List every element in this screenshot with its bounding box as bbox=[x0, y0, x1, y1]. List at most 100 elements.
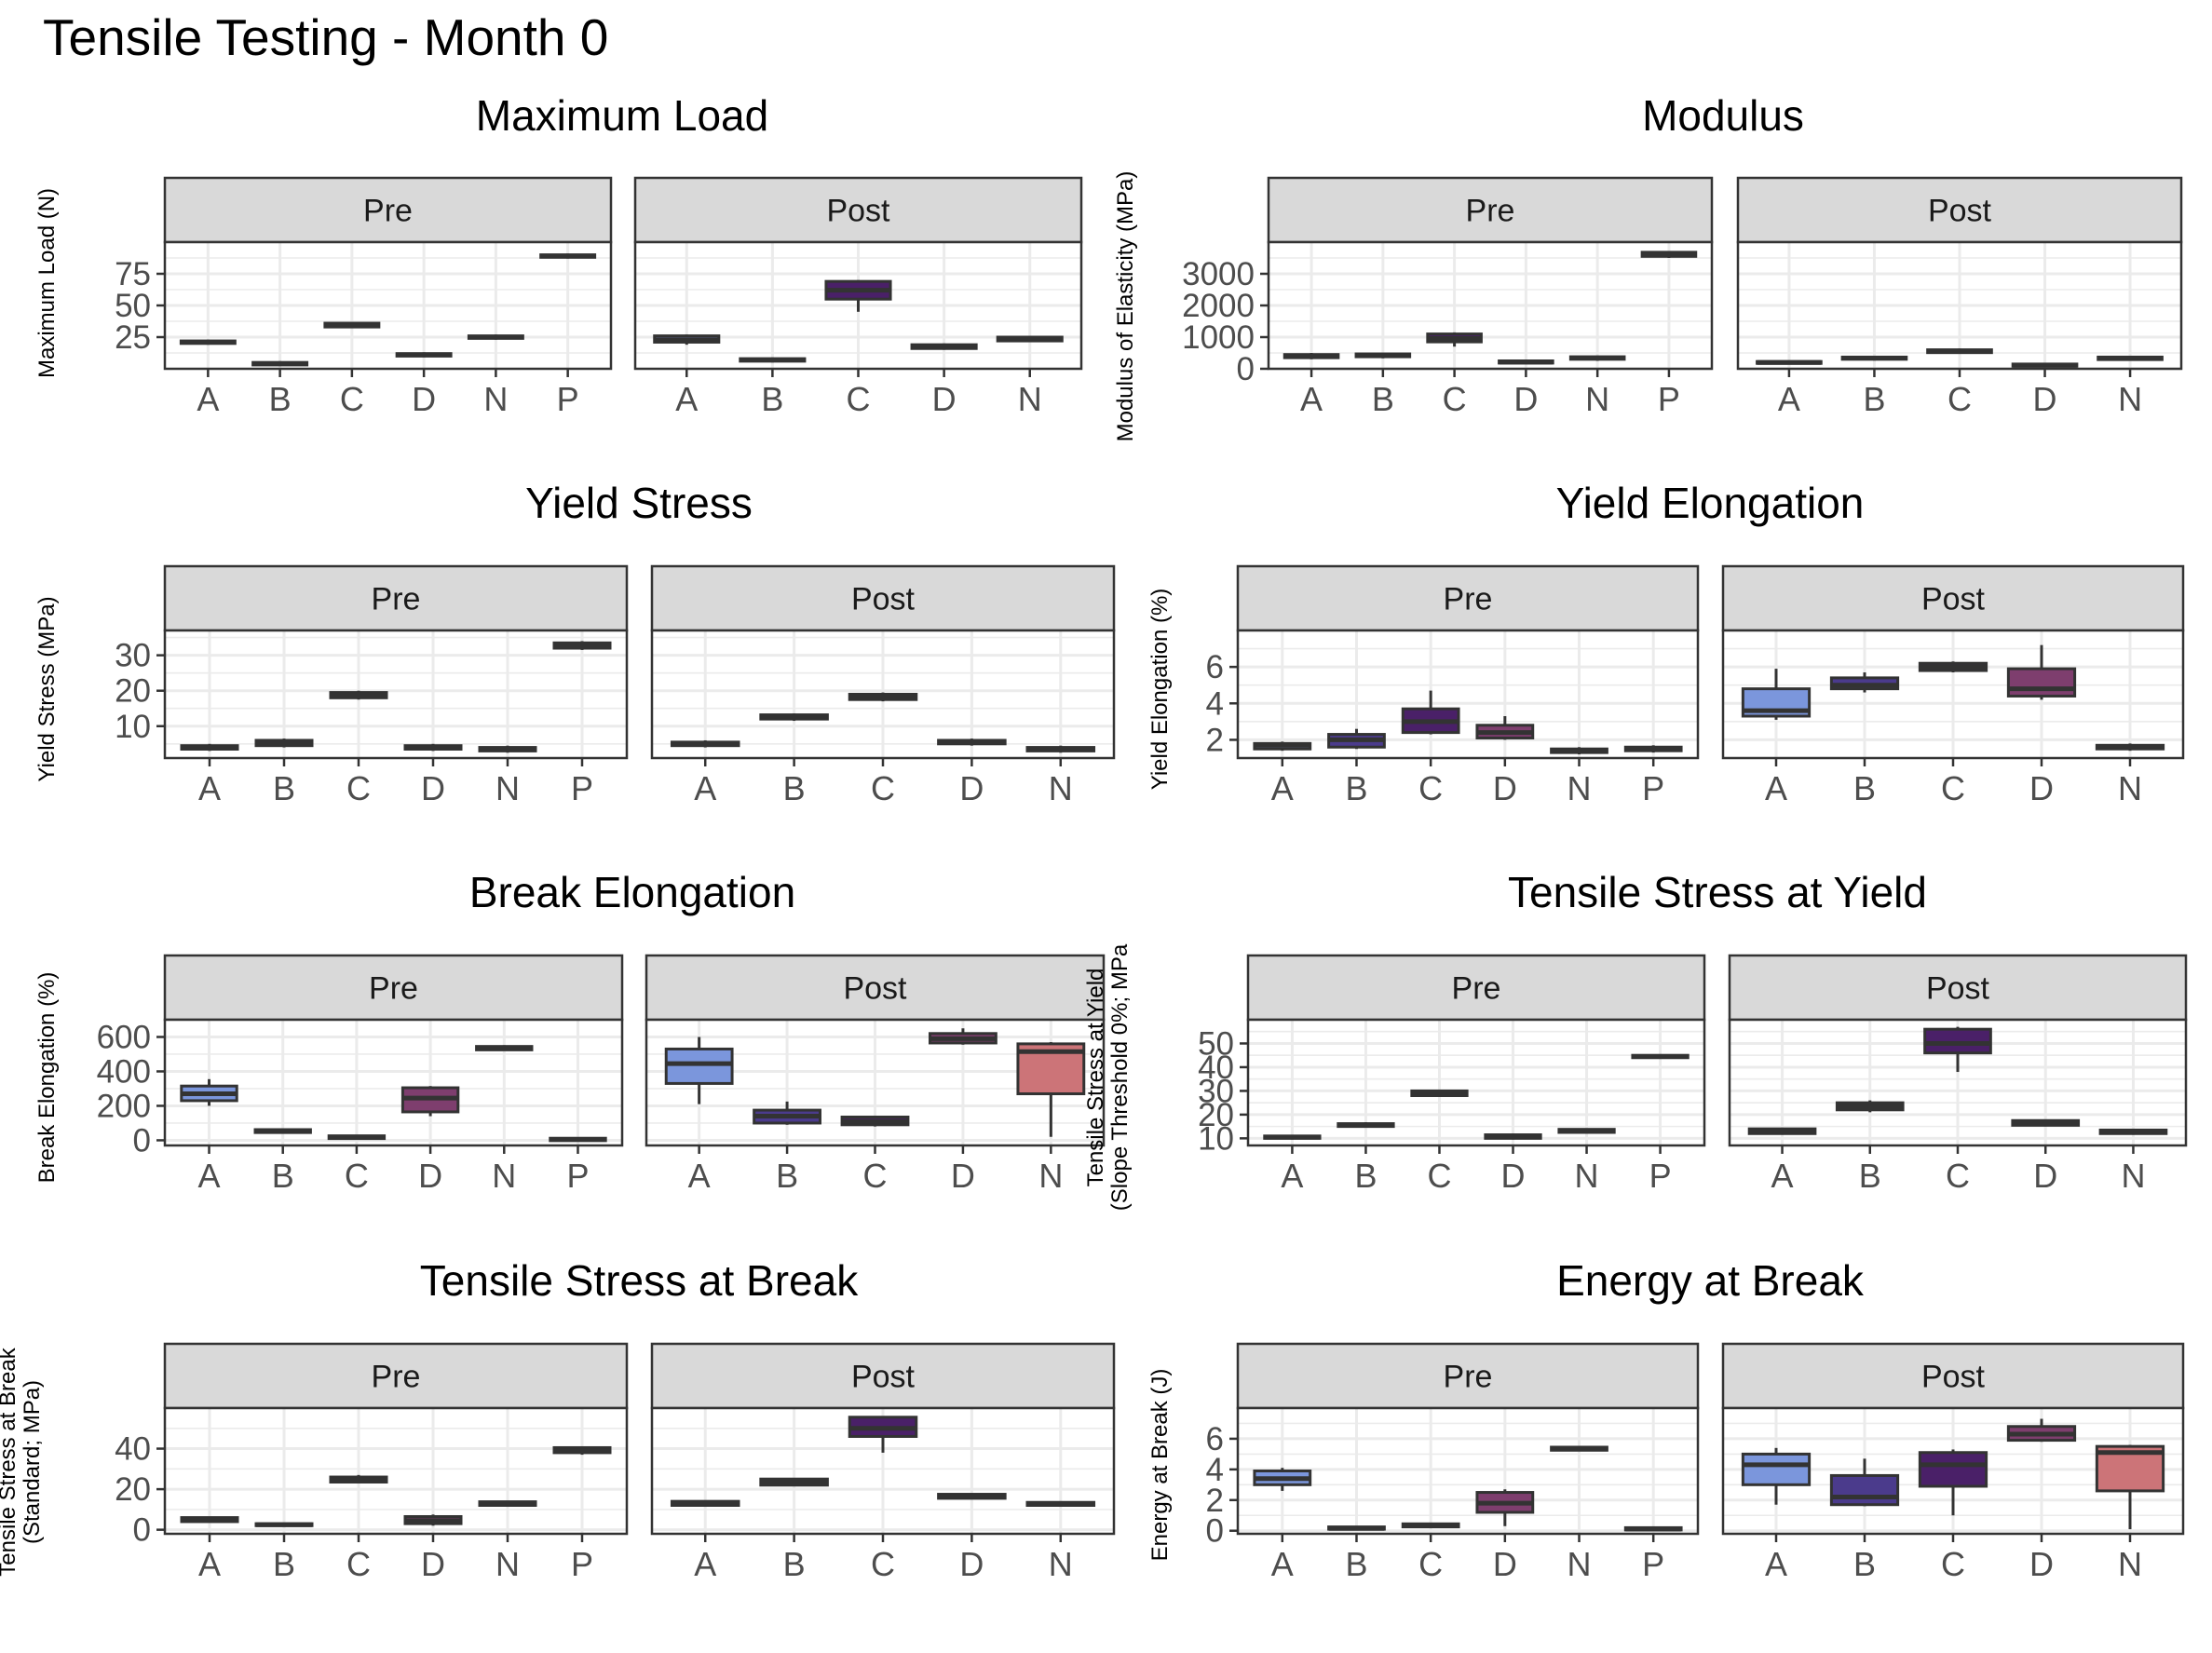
panel-background bbox=[165, 630, 627, 758]
box-P bbox=[549, 1136, 607, 1143]
facet-strip bbox=[1246, 954, 1706, 1022]
facet-label: Pre bbox=[1452, 971, 1501, 1007]
y-axis-label: Tensile Stress at Break(Standard; MPa) bbox=[0, 1347, 45, 1576]
chart-title: Modulus bbox=[1642, 91, 1804, 140]
y-axis-label: Break Elongation (%) bbox=[34, 972, 60, 1184]
x-tick-label: N bbox=[2118, 769, 2142, 807]
panel-background bbox=[165, 1408, 627, 1534]
y-tick-label: 25 bbox=[115, 319, 151, 356]
facet-post: Post A B C D N bbox=[1728, 954, 2188, 1195]
x-tick-label: C bbox=[871, 769, 895, 807]
box-A bbox=[1253, 1468, 1312, 1491]
x-tick-label: D bbox=[1513, 380, 1538, 418]
y-axis-label: Energy at Break (J) bbox=[1147, 1369, 1173, 1562]
box-B bbox=[753, 1101, 821, 1125]
x-tick-label: A bbox=[694, 1545, 716, 1583]
facet-strip bbox=[163, 564, 629, 632]
x-tick-label: D bbox=[421, 1545, 445, 1583]
x-tick-label: B bbox=[272, 1157, 294, 1195]
box-D bbox=[395, 352, 453, 358]
y-axis-label-line: Yield Stress (MPa) bbox=[34, 596, 60, 781]
box-A bbox=[1741, 1447, 1812, 1505]
box-D bbox=[910, 343, 978, 350]
y-tick-label: 1000 bbox=[1182, 319, 1255, 356]
facet-label: Post bbox=[851, 1360, 916, 1395]
box-C bbox=[1410, 1089, 1469, 1098]
x-tick-label: N bbox=[1567, 769, 1592, 807]
x-tick-label: N bbox=[2121, 1157, 2145, 1195]
y-tick-label: 75 bbox=[115, 256, 151, 292]
box-D bbox=[2011, 362, 2079, 368]
y-tick-label: 30 bbox=[115, 638, 151, 674]
box-D bbox=[2011, 1118, 2081, 1127]
x-tick-label: N bbox=[1038, 1157, 1063, 1195]
x-tick-label: D bbox=[1493, 769, 1517, 807]
facet-label: Post bbox=[851, 582, 916, 617]
box-B bbox=[1337, 1122, 1395, 1129]
x-tick-label: B bbox=[273, 769, 295, 807]
x-tick-label: A bbox=[197, 380, 219, 418]
y-tick-label: 20 bbox=[115, 1471, 151, 1508]
box-A bbox=[179, 339, 237, 346]
x-tick-label: A bbox=[694, 769, 716, 807]
box-D bbox=[2006, 1418, 2077, 1443]
x-tick-label: C bbox=[346, 1545, 371, 1583]
x-tick-label: A bbox=[198, 1157, 221, 1195]
box-C bbox=[1926, 348, 1993, 355]
box-C bbox=[329, 1474, 388, 1484]
x-tick-label: B bbox=[1853, 769, 1876, 807]
box-B bbox=[759, 713, 829, 722]
x-tick-label: C bbox=[346, 769, 371, 807]
box-P bbox=[1623, 1525, 1683, 1532]
x-tick-label: C bbox=[1941, 769, 1965, 807]
y-tick-label: 2 bbox=[1206, 722, 1224, 758]
facet-label: Post bbox=[843, 971, 907, 1007]
facet-strip bbox=[650, 564, 1116, 632]
facet-label: Post bbox=[1928, 194, 1992, 229]
x-tick-label: A bbox=[1271, 1545, 1294, 1583]
facet-label: Post bbox=[826, 194, 890, 229]
facet-strip bbox=[1728, 954, 2188, 1022]
facet-label: Pre bbox=[372, 582, 421, 617]
y-tick-label: 30 bbox=[1198, 1073, 1234, 1109]
y-axis-label: Yield Elongation (%) bbox=[1147, 589, 1173, 791]
x-tick-label: A bbox=[1778, 380, 1800, 418]
box-C bbox=[824, 279, 892, 312]
x-tick-label: C bbox=[1947, 380, 1972, 418]
box-A bbox=[664, 1037, 734, 1104]
box-D bbox=[1475, 1489, 1535, 1526]
box-C bbox=[1426, 332, 1483, 347]
facet-post: Post A B C D N bbox=[633, 176, 1083, 418]
x-tick-label: C bbox=[340, 380, 364, 418]
box-A bbox=[1263, 1134, 1322, 1140]
x-tick-label: P bbox=[1658, 380, 1680, 418]
x-tick-label: N bbox=[1585, 380, 1609, 418]
x-tick-label: B bbox=[776, 1157, 798, 1195]
x-tick-label: D bbox=[951, 1157, 975, 1195]
box-B bbox=[1829, 672, 1900, 693]
chart-maximum-load: Maximum Load Maximum Load (N) Pre A B C D N P 255… bbox=[34, 91, 1083, 418]
box-C bbox=[848, 1416, 918, 1453]
x-tick-label: C bbox=[1941, 1545, 1965, 1583]
y-tick-label: 3000 bbox=[1182, 256, 1255, 292]
box-D bbox=[400, 1086, 460, 1117]
box-A bbox=[1747, 1127, 1817, 1135]
facet-strip bbox=[163, 176, 613, 244]
chart-yield-elongation: Yield Elongation Yield Elongation (%) Pre A… bbox=[1147, 479, 2185, 807]
facet-strip bbox=[1236, 1342, 1700, 1410]
box-B bbox=[1327, 1525, 1386, 1531]
x-tick-label: N bbox=[1567, 1545, 1592, 1583]
x-tick-label: A bbox=[688, 1157, 711, 1195]
x-tick-label: P bbox=[571, 1545, 593, 1583]
y-axis-label-line: (Standard; MPa) bbox=[20, 1380, 45, 1544]
y-tick-label: 0 bbox=[1237, 351, 1255, 387]
x-tick-label: P bbox=[1649, 1157, 1672, 1195]
y-axis-label-line: Modulus of Elasticity (MPa) bbox=[1113, 171, 1138, 442]
x-tick-label: A bbox=[675, 380, 698, 418]
facet-pre: Pre A B C D N P 246 bbox=[1206, 564, 1700, 807]
box-iqr bbox=[1923, 1027, 1992, 1055]
box-D bbox=[937, 1493, 1007, 1500]
y-tick-label: 40 bbox=[1198, 1050, 1234, 1086]
box-N bbox=[467, 334, 524, 340]
